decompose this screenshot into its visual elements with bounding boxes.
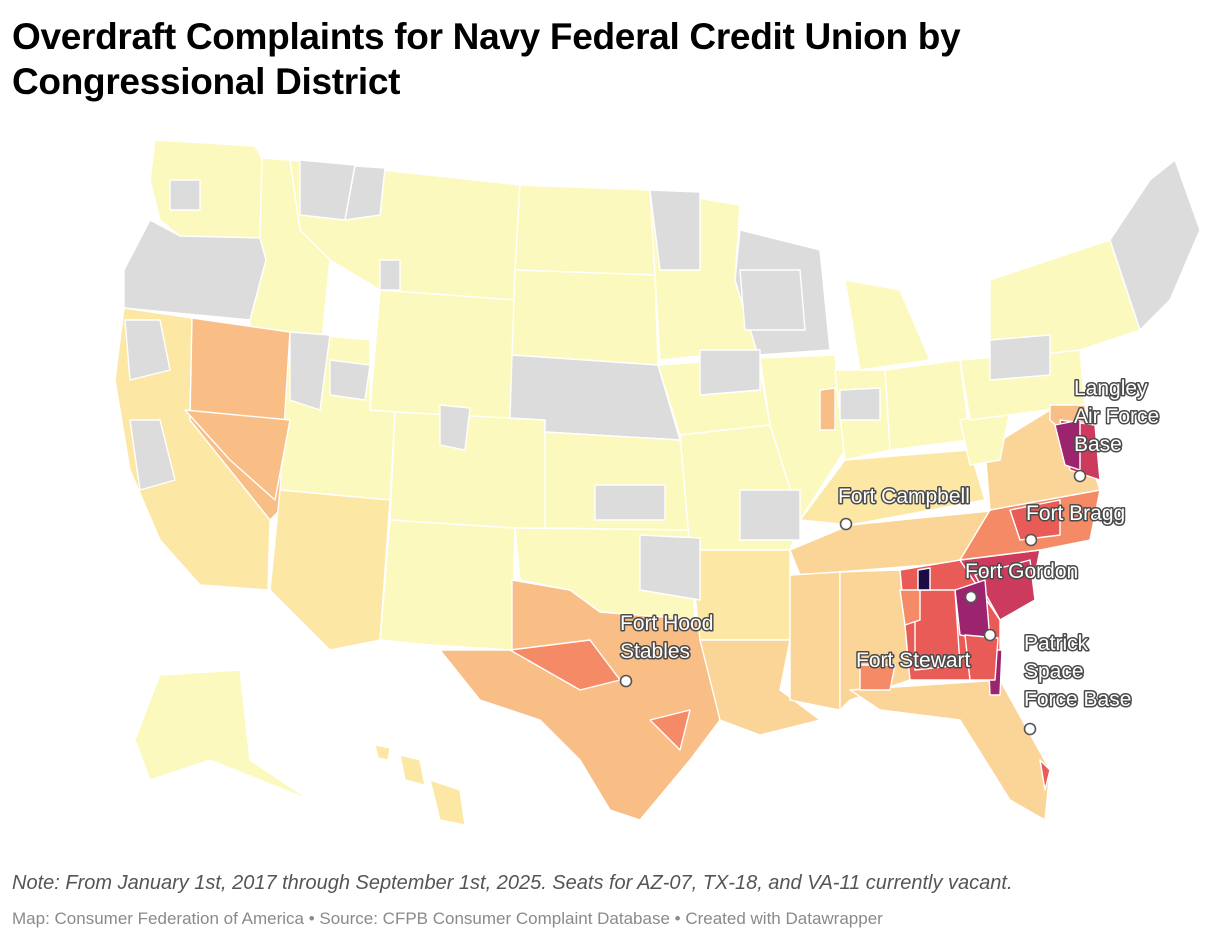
byline-sep-1: • bbox=[303, 909, 320, 928]
choropleth-map: Langley Air Force Base Fort Campbell Fort Br… bbox=[0, 120, 1220, 860]
marker-label-fort-stewart: Fort Stewart bbox=[856, 649, 971, 672]
marker-patrick[interactable]: Patrick Space Force Base bbox=[1023, 631, 1133, 736]
state-hawaii bbox=[399, 754, 426, 786]
marker-fort-hood[interactable]: Fort Hood Stables bbox=[619, 611, 715, 688]
state-ohio[interactable] bbox=[884, 359, 971, 451]
state-new-england[interactable] bbox=[1109, 159, 1201, 331]
marker-label-line: Base bbox=[1074, 433, 1122, 456]
byline-sep-2: • bbox=[669, 909, 686, 928]
no-data-patches bbox=[124, 159, 1051, 601]
marker-label-patrick: Patrick Space Force Base bbox=[1024, 632, 1131, 711]
marker-label-line: Langley bbox=[1074, 377, 1148, 400]
accent-districts bbox=[184, 387, 1101, 791]
marker-label-line: Space bbox=[1024, 660, 1084, 683]
state-new-mexico[interactable] bbox=[379, 519, 516, 651]
marker-fort-stewart[interactable]: Fort Stewart bbox=[855, 628, 997, 674]
marker-fort-gordon[interactable]: Fort Gordon bbox=[964, 559, 1080, 604]
map-title: Overdraft Complaints for Navy Federal Cr… bbox=[12, 16, 961, 102]
marker-label-line: Stables bbox=[620, 640, 690, 663]
state-wyoming[interactable] bbox=[369, 289, 516, 421]
byline-source: Source: CFPB Consumer Complaint Database bbox=[319, 909, 670, 928]
footnote: Note: From January 1st, 2017 through Sep… bbox=[12, 872, 1013, 894]
marker-dot-fort-bragg[interactable] bbox=[1024, 533, 1038, 547]
marker-langley[interactable]: Langley Air Force Base bbox=[1073, 376, 1161, 483]
marker-dot-fort-hood[interactable] bbox=[619, 674, 633, 688]
marker-label-fort-campbell: Fort Campbell bbox=[838, 485, 970, 508]
state-washington[interactable] bbox=[149, 139, 263, 239]
marker-label-line: Fort Campbell bbox=[838, 485, 970, 508]
marker-label-line: Fort Bragg bbox=[1026, 502, 1125, 525]
byline-credit: Created with Datawrapper bbox=[685, 909, 883, 928]
state-north-dakota[interactable] bbox=[514, 184, 656, 276]
marker-label-fort-gordon: Fort Gordon bbox=[965, 560, 1078, 583]
state-mississippi[interactable] bbox=[789, 571, 841, 711]
marker-dot-fort-gordon[interactable] bbox=[964, 590, 978, 604]
marker-fort-campbell[interactable]: Fort Campbell bbox=[837, 484, 971, 531]
marker-label-line: Fort Hood bbox=[620, 612, 713, 635]
state-alaska bbox=[134, 669, 311, 801]
marker-label-line: Fort Stewart bbox=[856, 649, 971, 672]
marker-label-fort-bragg: Fort Bragg bbox=[1026, 502, 1125, 525]
marker-label-line: Air Force bbox=[1074, 405, 1159, 428]
state-florida[interactable] bbox=[849, 679, 1051, 821]
state-arizona[interactable] bbox=[269, 489, 391, 651]
marker-label-line: Fort Gordon bbox=[965, 560, 1078, 583]
marker-dot-fort-stewart[interactable] bbox=[983, 628, 997, 642]
state-south-dakota[interactable] bbox=[511, 269, 659, 366]
marker-dot-langley[interactable] bbox=[1073, 469, 1087, 483]
byline: Map: Consumer Federation of America • So… bbox=[12, 909, 883, 929]
district-map-svg: Langley Air Force Base Fort Campbell Fort Br… bbox=[114, 139, 1201, 826]
marker-fort-bragg[interactable]: Fort Bragg bbox=[1024, 501, 1127, 547]
marker-label-line: Patrick bbox=[1024, 632, 1089, 655]
state-texas[interactable] bbox=[439, 579, 721, 821]
byline-map: Map: Consumer Federation of America bbox=[12, 909, 304, 928]
marker-dot-patrick[interactable] bbox=[1023, 722, 1037, 736]
marker-label-fort-hood: Fort Hood Stables bbox=[620, 612, 713, 663]
alaska-hawaii bbox=[134, 669, 466, 826]
marker-label-line: Force Base bbox=[1024, 688, 1131, 711]
marker-label-langley: Langley Air Force Base bbox=[1074, 377, 1159, 456]
marker-dot-fort-campbell[interactable] bbox=[839, 517, 853, 531]
state-michigan[interactable] bbox=[844, 279, 931, 371]
